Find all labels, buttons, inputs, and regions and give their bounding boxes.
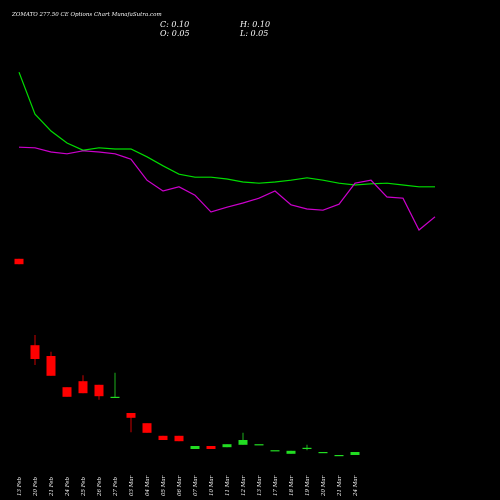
- x-tick-label: 26 Feb: [97, 476, 103, 497]
- x-tick-label: 27 Feb: [113, 476, 119, 497]
- x-tick-label: 13 Mar: [257, 475, 263, 496]
- x-tick-label: 13 Feb: [17, 476, 23, 496]
- x-tick-label: 25 Feb: [81, 476, 87, 497]
- chart-title: ZOMATO 277.50 CE Options Chart MunafaSut…: [11, 12, 162, 18]
- candle-body: [270, 450, 280, 452]
- candle-body: [174, 435, 184, 442]
- candle-body: [286, 450, 296, 454]
- x-tick-label: 17 Mar: [273, 475, 279, 496]
- candle-body: [46, 356, 56, 376]
- candle-body: [254, 444, 264, 446]
- indicator-line: [18, 146, 436, 231]
- x-tick-label: 24 Feb: [65, 476, 71, 497]
- candle-body: [318, 452, 328, 454]
- candle-body: [62, 387, 72, 397]
- x-tick-label: 05 Mar: [161, 475, 167, 496]
- candle-body: [350, 452, 360, 455]
- x-tick-label: 11 Mar: [225, 475, 231, 496]
- x-tick-label: 12 Mar: [241, 475, 247, 496]
- candle-body: [94, 384, 104, 397]
- x-tick-label: 20 Feb: [33, 476, 39, 497]
- candle-body: [78, 381, 88, 394]
- indicator-line: [18, 71, 435, 188]
- candle-body: [142, 423, 152, 433]
- x-tick-label: 04 Mar: [145, 475, 151, 496]
- candle-body: [334, 455, 344, 457]
- x-tick-label: 07 Mar: [193, 475, 199, 496]
- high-text: H: 0.10: [239, 20, 270, 29]
- candle-body: [110, 396, 120, 398]
- candle-body: [14, 258, 24, 265]
- low-text: L: 0.05: [239, 29, 268, 38]
- x-tick-label: 06 Mar: [177, 475, 183, 496]
- candle-body: [126, 413, 136, 418]
- x-tick-label: 03 Mar: [129, 475, 135, 496]
- x-tick-label: 24 Mar: [353, 475, 359, 497]
- open-text: O: 0.05: [160, 29, 190, 38]
- x-tick-label: 19 Mar: [305, 475, 311, 496]
- x-tick-label: 21 Mar: [337, 475, 343, 497]
- candle-body: [158, 435, 168, 440]
- candle-body: [206, 446, 216, 449]
- x-tick-label: 21 Feb: [49, 476, 55, 497]
- candle-body: [190, 446, 200, 449]
- x-tick-label: 18 Mar: [289, 475, 295, 496]
- candle-body: [302, 447, 312, 449]
- x-tick-label: 10 Mar: [209, 475, 215, 496]
- x-tick-label: 20 Mar: [321, 475, 327, 497]
- candle-body: [222, 444, 232, 448]
- close-text: C: 0.10: [160, 20, 189, 29]
- candle-body: [238, 440, 248, 445]
- candle-body: [30, 345, 40, 359]
